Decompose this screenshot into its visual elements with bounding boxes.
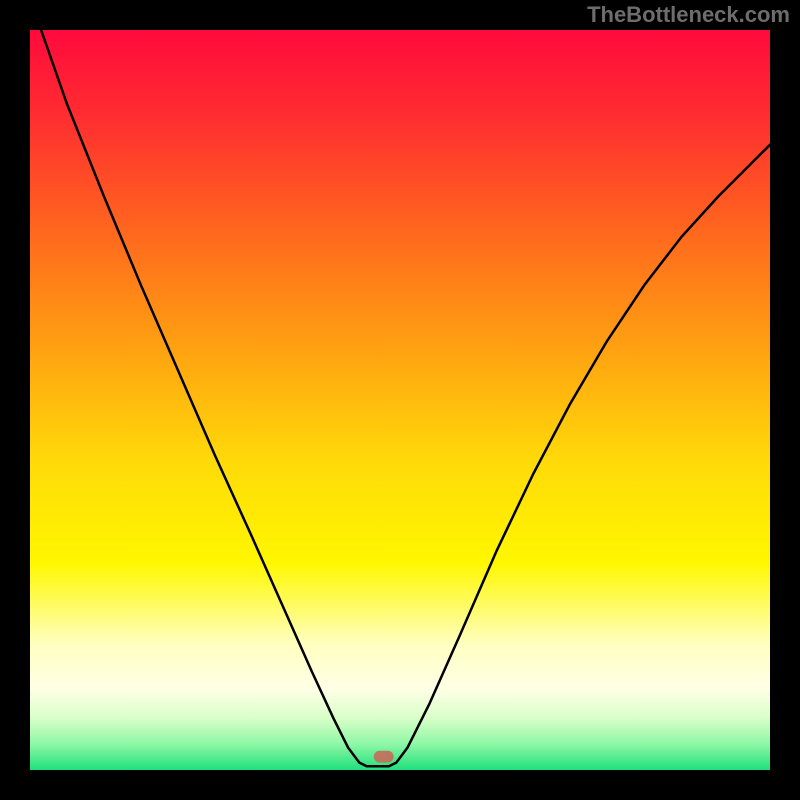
optimal-marker <box>374 751 394 763</box>
plot-area <box>30 30 770 770</box>
gradient-background <box>30 30 770 770</box>
plot-svg <box>30 30 770 770</box>
chart-frame: TheBottleneck.com <box>0 0 800 800</box>
watermark-text: TheBottleneck.com <box>587 2 790 28</box>
